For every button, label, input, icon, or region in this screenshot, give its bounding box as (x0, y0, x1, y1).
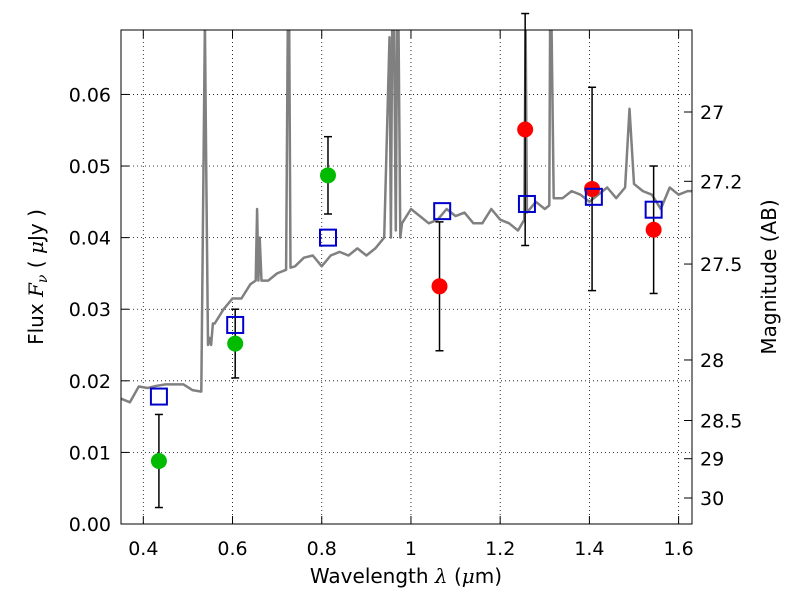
x-tick-labels: 0.4 0.6 0.8 1 1.2 1.4 1.6 (128, 538, 694, 560)
right-tick-label: 30 (700, 488, 724, 510)
y-axis-label: Flux Fν ( μJy ) (24, 209, 51, 345)
x-tick-label: 1.2 (485, 538, 515, 560)
x-tick-label: 0.8 (307, 538, 337, 560)
model-photometry-marker (318, 228, 337, 247)
observed-optical-marker (150, 452, 167, 469)
model-spectrum-line (121, 30, 692, 404)
observed-optical-marker (319, 167, 336, 184)
y-tick-labels: 0.00 0.01 0.02 0.03 0.04 0.05 0.06 (69, 84, 111, 536)
model-photometry-marker (149, 387, 168, 406)
right-tick-label: 27 (700, 102, 724, 124)
right-tick-label: 28 (700, 350, 724, 372)
y-tick-label: 0.06 (69, 84, 111, 106)
x-tick-label: 0.6 (217, 538, 247, 560)
y-tick-label: 0.00 (69, 514, 111, 536)
right-tick-labels: 27 27.2 27.5 28 28.5 29 30 (700, 102, 742, 510)
observed-infrared-marker (645, 221, 662, 238)
x-axis-label: Wavelength λ (μm) (310, 564, 502, 588)
y-tick-label: 0.05 (69, 156, 111, 178)
x-tick-label: 1.4 (574, 538, 604, 560)
model-spectrum-layer (121, 30, 692, 404)
model-photometry-marker (517, 194, 536, 213)
right-axis-label: Magnitude (AB) (757, 199, 781, 354)
right-tick-label: 27.2 (700, 171, 742, 193)
model-photometry-marker (584, 187, 603, 206)
x-tick-label: 0.4 (128, 538, 158, 560)
x-tick-label: 1.6 (664, 538, 694, 560)
model-photometry-marker (644, 200, 663, 219)
right-tick-label: 28.5 (700, 411, 742, 433)
plot-background (121, 30, 692, 524)
observed-optical-marker (227, 335, 244, 352)
y-tick-label: 0.01 (69, 442, 111, 464)
y-tick-label: 0.02 (69, 371, 111, 393)
points-layer (149, 121, 663, 469)
observed-infrared-marker (517, 121, 534, 138)
y-tick-label: 0.03 (69, 299, 111, 321)
model-photometry-marker (433, 202, 452, 221)
plot-frame (120, 29, 693, 525)
x-tick-label: 1 (405, 538, 417, 560)
observed-infrared-marker (431, 278, 448, 295)
right-tick-label: 27.5 (700, 254, 742, 276)
model-photometry-marker (226, 315, 245, 334)
y-tick-label: 0.04 (69, 228, 111, 250)
right-tick-label: 29 (700, 449, 724, 471)
